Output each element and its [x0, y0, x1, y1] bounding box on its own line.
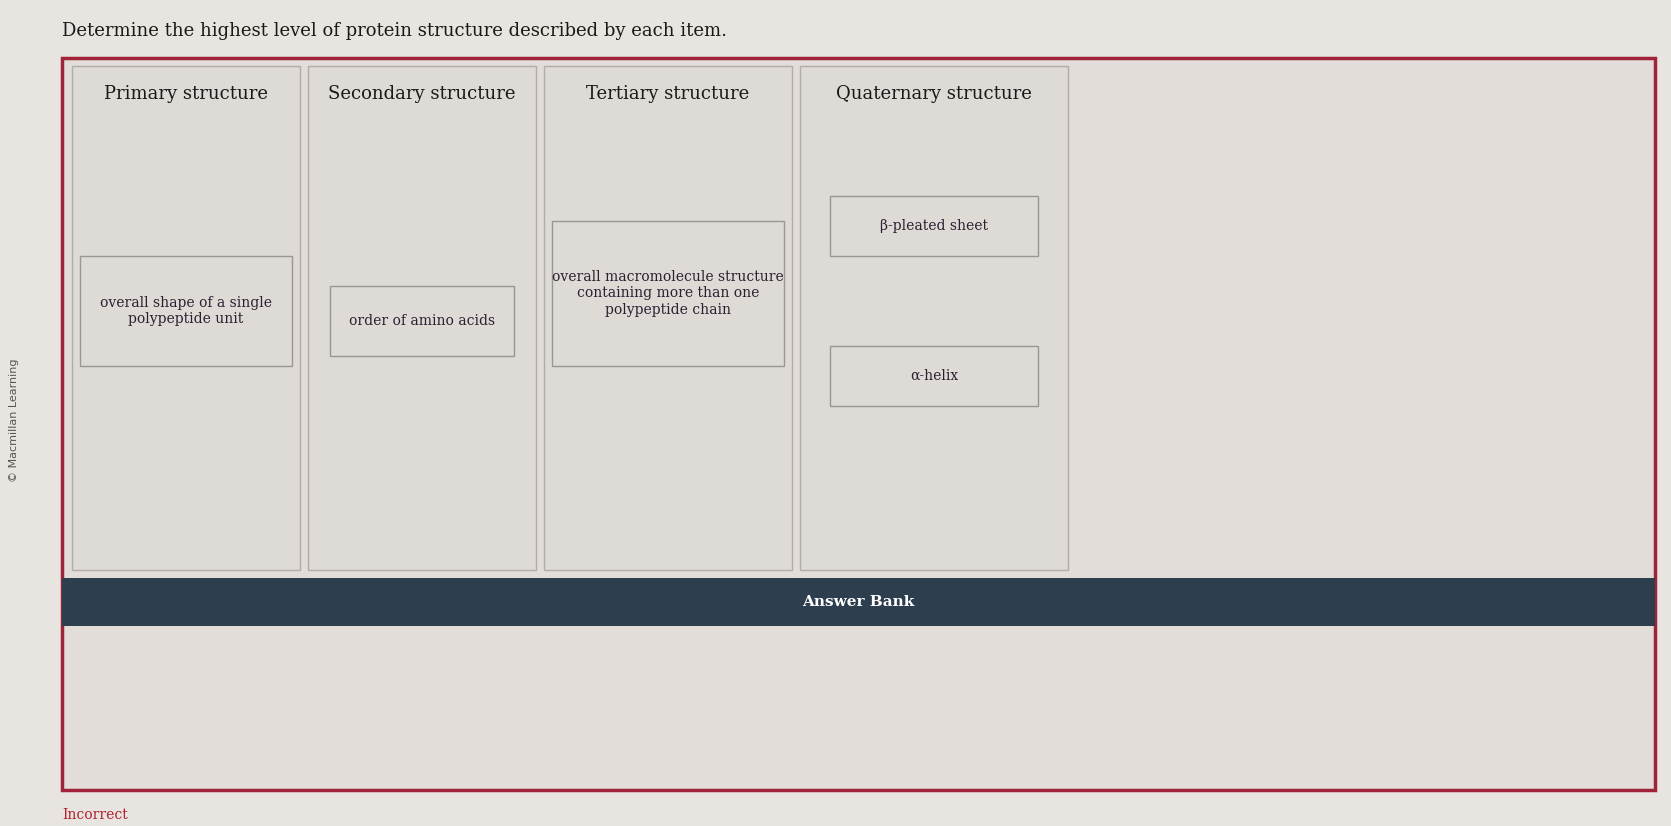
- Bar: [72, 66, 301, 570]
- Text: Answer Bank: Answer Bank: [802, 595, 914, 609]
- Bar: [62, 58, 1654, 790]
- Text: Determine the highest level of protein structure described by each item.: Determine the highest level of protein s…: [62, 22, 727, 40]
- Text: α-helix: α-helix: [911, 369, 957, 383]
- Bar: [62, 578, 1654, 626]
- Text: order of amino acids: order of amino acids: [349, 314, 495, 328]
- Text: Tertiary structure: Tertiary structure: [587, 85, 750, 103]
- Text: overall shape of a single
polypeptide unit: overall shape of a single polypeptide un…: [100, 296, 272, 326]
- Text: Incorrect: Incorrect: [62, 808, 127, 822]
- Bar: [800, 66, 1068, 570]
- Text: overall macromolecule structure
containing more than one
polypeptide chain: overall macromolecule structure containi…: [551, 270, 784, 316]
- Bar: [830, 196, 1038, 256]
- Bar: [830, 346, 1038, 406]
- Text: © Macmillan Learning: © Macmillan Learning: [8, 358, 18, 482]
- Text: Primary structure: Primary structure: [104, 85, 267, 103]
- Text: β-pleated sheet: β-pleated sheet: [881, 219, 988, 233]
- Bar: [80, 256, 292, 366]
- Bar: [551, 221, 784, 366]
- Text: Secondary structure: Secondary structure: [328, 85, 516, 103]
- Bar: [307, 66, 536, 570]
- Bar: [545, 66, 792, 570]
- Bar: [329, 286, 515, 356]
- Text: Quaternary structure: Quaternary structure: [836, 85, 1033, 103]
